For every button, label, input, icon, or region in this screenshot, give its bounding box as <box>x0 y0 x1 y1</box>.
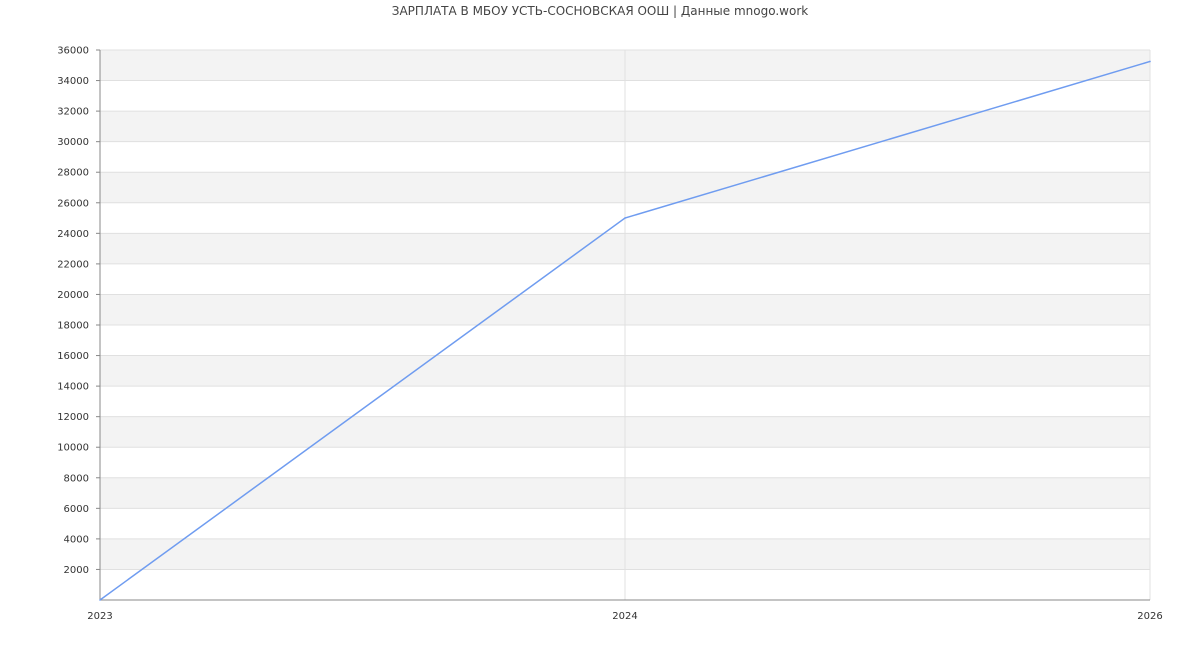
y-tick-label: 12000 <box>57 412 89 423</box>
y-tick-label: 14000 <box>57 382 89 393</box>
x-tick-label: 2026 <box>1137 611 1162 622</box>
y-tick-label: 2000 <box>64 565 89 576</box>
y-tick-label: 26000 <box>57 198 89 209</box>
data-point <box>99 599 101 601</box>
y-tick-label: 8000 <box>64 473 89 484</box>
y-tick-label: 28000 <box>57 168 89 179</box>
y-tick-label: 24000 <box>57 229 89 240</box>
y-tick-label: 22000 <box>57 259 89 270</box>
y-tick-label: 6000 <box>64 504 89 515</box>
y-tick-label: 10000 <box>57 443 89 454</box>
y-tick-label: 30000 <box>57 137 89 148</box>
y-tick-label: 32000 <box>57 107 89 118</box>
x-tick-label: 2024 <box>612 611 637 622</box>
data-point <box>1149 60 1151 63</box>
chart-title: ЗАРПЛАТА В МБОУ УСТЬ-СОСНОВСКАЯ ООШ | Да… <box>391 4 809 18</box>
y-tick-label: 18000 <box>57 321 89 332</box>
y-tick-label: 16000 <box>57 351 89 362</box>
y-tick-label: 20000 <box>57 290 89 301</box>
x-tick-label: 2023 <box>87 611 112 622</box>
data-point <box>624 217 626 219</box>
y-tick-label: 34000 <box>57 76 89 87</box>
y-tick-label: 36000 <box>57 46 89 57</box>
y-tick-label: 4000 <box>64 534 89 545</box>
